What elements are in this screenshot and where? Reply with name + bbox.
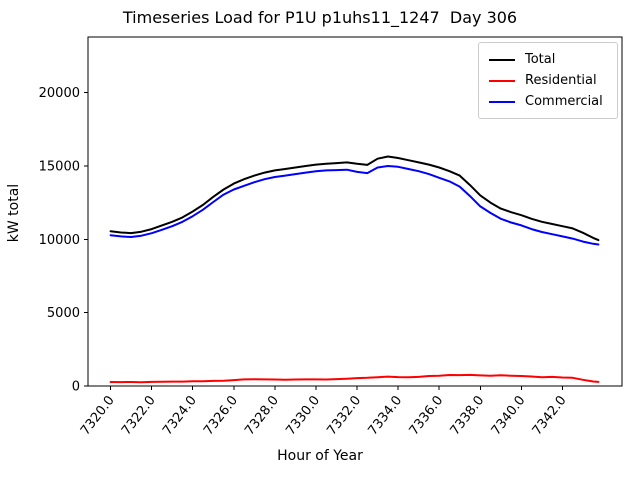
chart-title: Timeseries Load for P1U p1uhs11_1247 Day… <box>122 8 518 27</box>
series-line-total <box>109 155 600 242</box>
x-tick-label: 7328.0 <box>242 393 282 438</box>
y-tick-label: 0 <box>72 380 80 395</box>
y-tick-label: 10000 <box>39 233 80 248</box>
legend-label-commercial: Commercial <box>525 94 603 109</box>
legend-label-residential: Residential <box>525 73 597 88</box>
y-axis-label: kW total <box>6 183 22 243</box>
x-tick-label: 7336.0 <box>407 393 447 438</box>
y-tick-label: 5000 <box>47 306 80 321</box>
total-line-swatch <box>489 58 515 61</box>
x-tick-label: 7340.0 <box>489 393 529 438</box>
x-tick-label: 7324.0 <box>160 393 200 438</box>
residential-line-swatch <box>489 79 515 82</box>
x-tick-label: 7322.0 <box>119 393 159 438</box>
x-tick-label: 7320.0 <box>78 393 118 438</box>
legend-label-total: Total <box>525 52 556 67</box>
x-tick-label: 7334.0 <box>365 393 405 438</box>
legend-item-residential: Residential <box>489 70 609 91</box>
x-tick-label: 7330.0 <box>283 393 323 438</box>
x-tick-label: 7332.0 <box>324 393 364 438</box>
plot-border <box>87 36 623 387</box>
series-line-residential <box>109 373 600 384</box>
legend-item-total: Total <box>489 49 609 70</box>
x-tick-label: 7338.0 <box>448 393 488 438</box>
x-tick-label: 7326.0 <box>201 393 241 438</box>
legend-item-commercial: Commercial <box>489 91 609 112</box>
y-tick-label: 15000 <box>39 160 80 175</box>
x-tick-label: 7342.0 <box>530 393 570 438</box>
legend: Total Residential Commercial <box>478 42 618 119</box>
commercial-line-swatch <box>489 100 515 103</box>
y-tick-label: 20000 <box>39 86 80 101</box>
x-axis-label: Hour of Year <box>277 448 363 464</box>
series-line-commercial <box>109 165 600 246</box>
